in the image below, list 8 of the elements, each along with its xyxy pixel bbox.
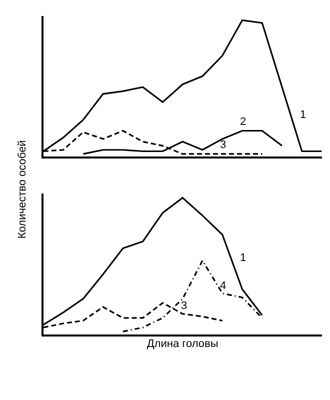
series-label: 2 — [240, 116, 246, 128]
y-axis-title: Количество особей — [16, 140, 29, 239]
series-label: 3 — [220, 139, 226, 151]
series-label: 3 — [181, 300, 188, 312]
series-label: 4 — [220, 280, 226, 292]
series-label: 1 — [300, 109, 306, 121]
series-label: 1 — [240, 252, 246, 264]
x-axis-title: Длина головы — [146, 338, 218, 350]
